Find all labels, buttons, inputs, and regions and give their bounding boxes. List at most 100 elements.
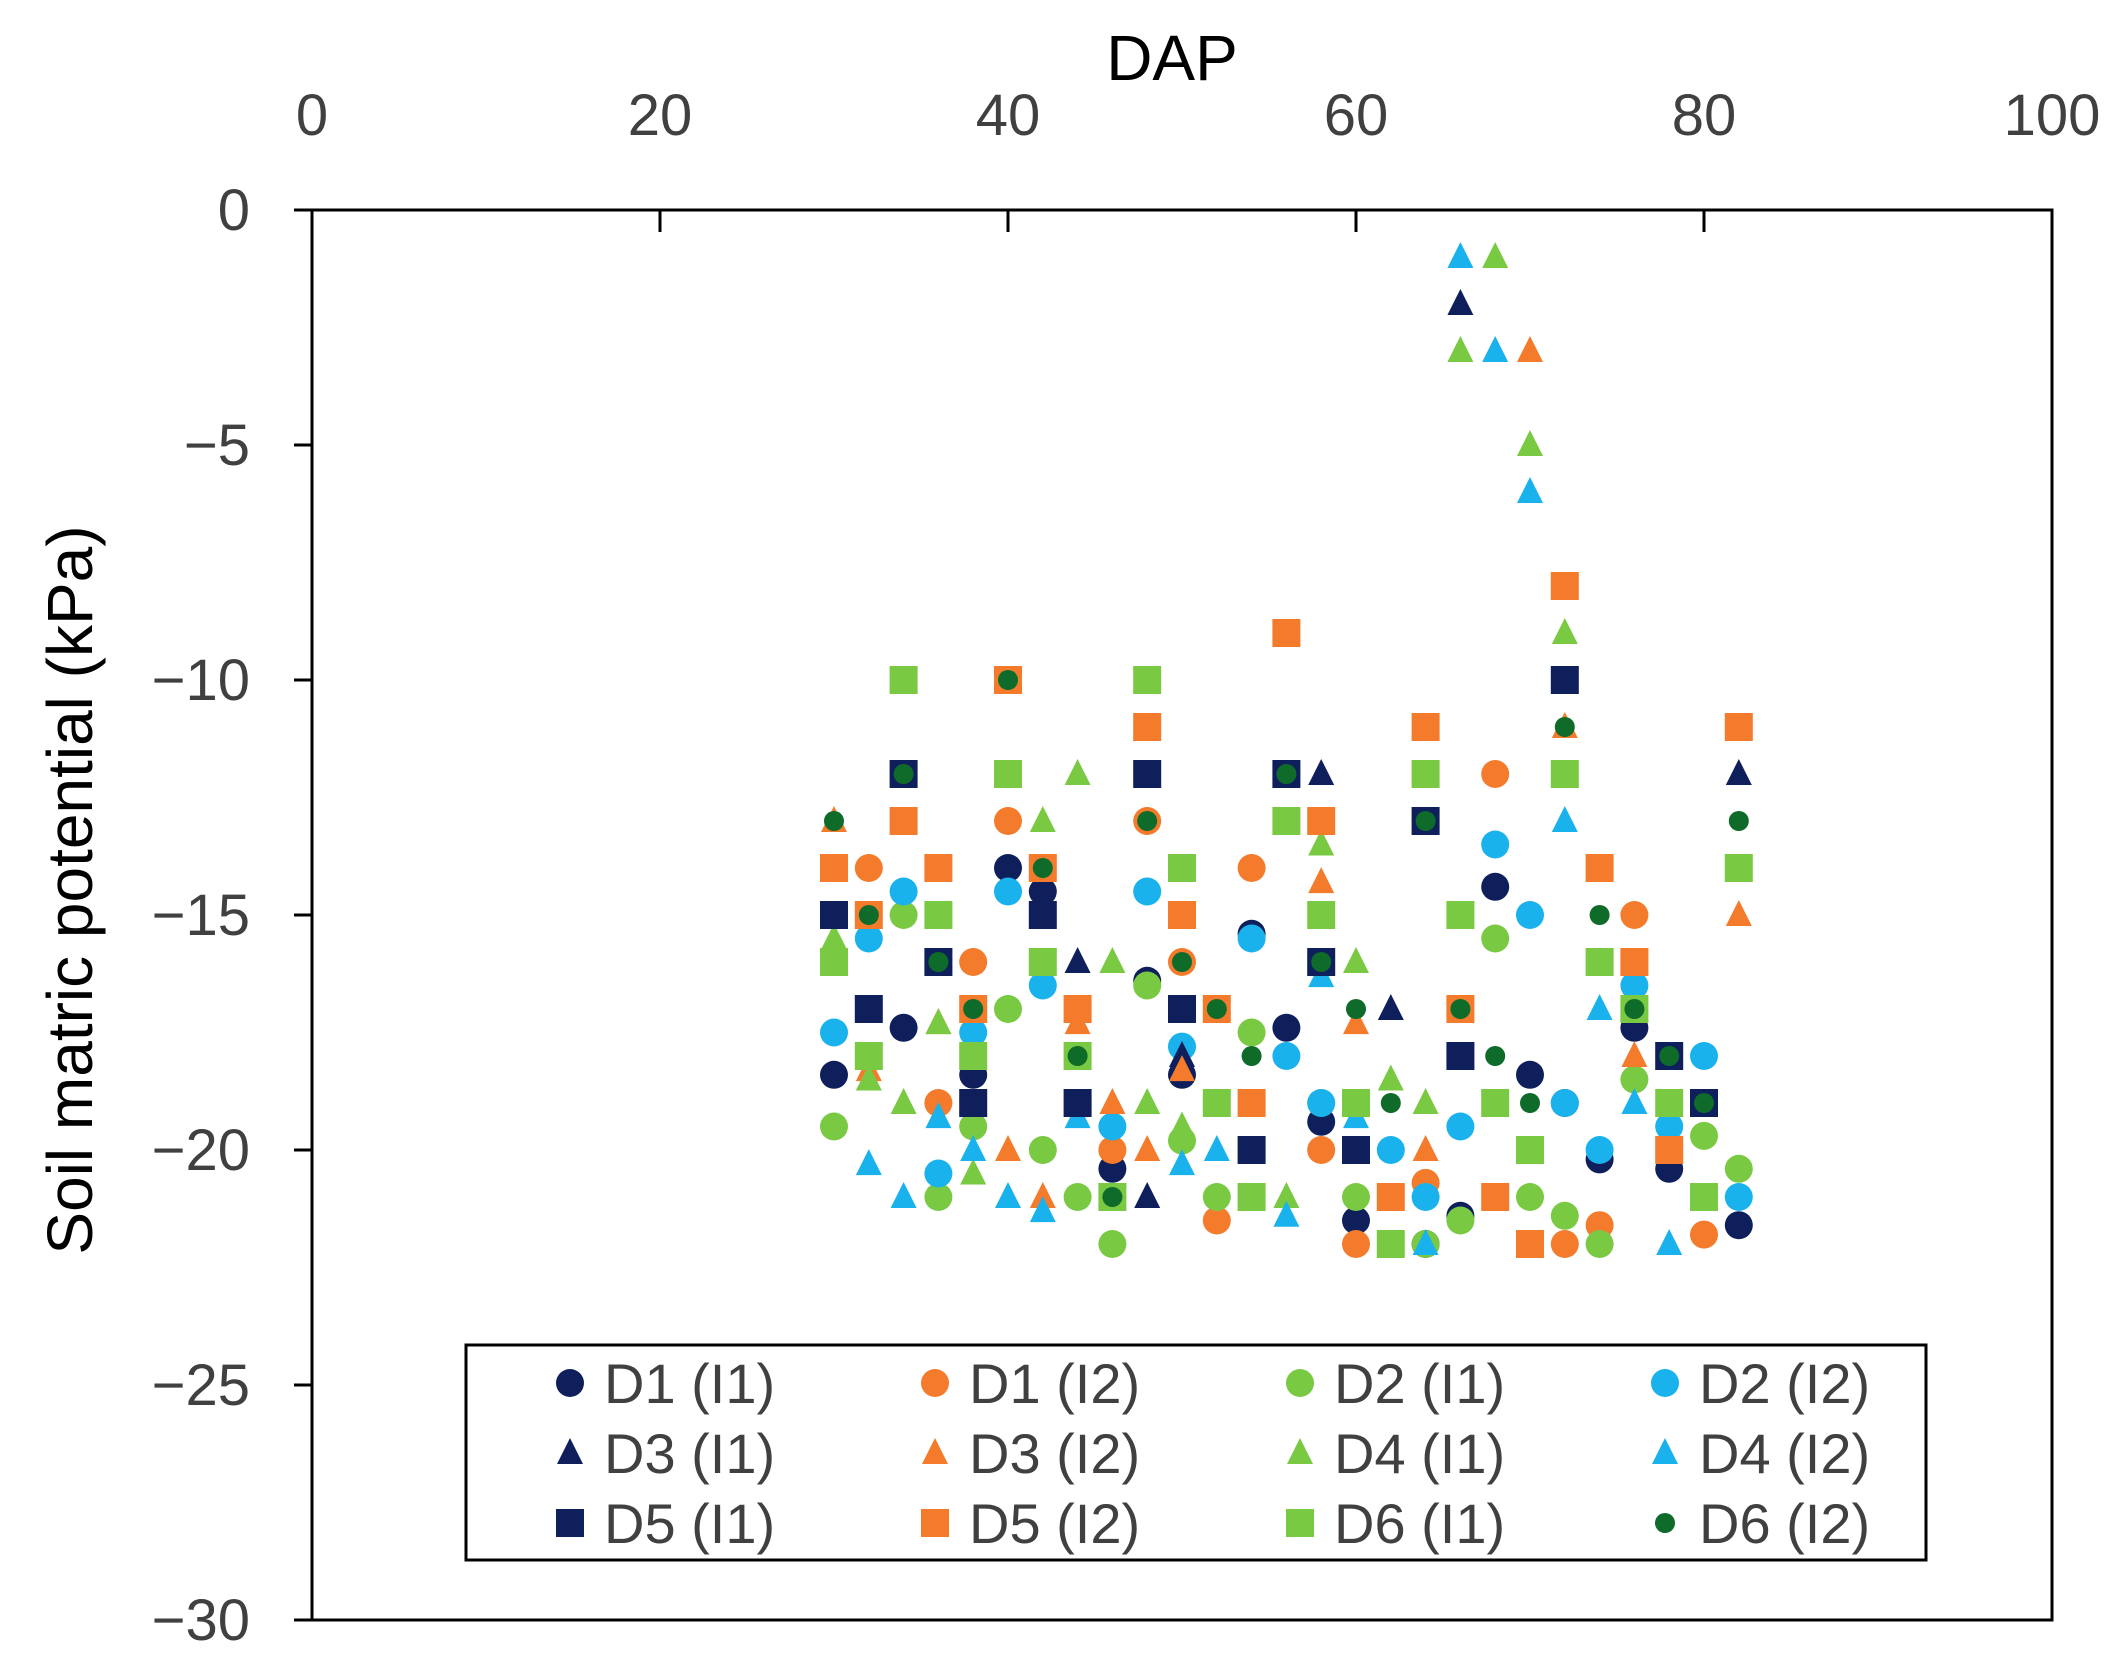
data-point (858, 905, 879, 925)
data-point (1446, 1112, 1475, 1141)
x-tick-label: 0 (296, 83, 328, 148)
data-point (1276, 764, 1297, 784)
data-point (1620, 1065, 1649, 1094)
data-point (1690, 1183, 1718, 1211)
data-point (1098, 1230, 1127, 1258)
data-point (1659, 1046, 1680, 1066)
data-point (1028, 901, 1057, 929)
data-point (854, 854, 883, 882)
data-point (1516, 1183, 1544, 1211)
data-point (1655, 1136, 1684, 1164)
data-point (924, 854, 953, 882)
data-point (925, 1102, 952, 1129)
data-point (1481, 830, 1510, 859)
legend-label: D3 (I2) (969, 1422, 1140, 1485)
data-point (1411, 760, 1440, 788)
data-point (1724, 1154, 1753, 1183)
data-point (1517, 336, 1543, 362)
data-point (820, 1060, 848, 1089)
data-point (1446, 901, 1475, 929)
data-point (1620, 971, 1649, 1000)
data-point (1307, 1089, 1336, 1117)
data-point (824, 811, 844, 831)
data-point (1481, 1183, 1510, 1211)
data-point (925, 1008, 952, 1035)
series-d2-i2- (820, 830, 1753, 1211)
data-point (960, 1135, 987, 1161)
legend-label: D2 (I2) (1699, 1352, 1870, 1415)
data-point (1585, 948, 1614, 976)
legend-label: D5 (I2) (969, 1492, 1140, 1555)
data-point (1168, 854, 1196, 882)
data-point (994, 854, 1022, 882)
data-point (1550, 666, 1579, 694)
data-point (1516, 1060, 1544, 1089)
data-point (1517, 430, 1543, 456)
data-point (1237, 924, 1266, 953)
data-point (1694, 1093, 1714, 1113)
data-point (1517, 477, 1543, 503)
data-point (1273, 1182, 1300, 1208)
data-point (1380, 1093, 1401, 1113)
data-point (1063, 995, 1092, 1023)
data-point (1028, 1136, 1057, 1164)
y-axis-title: Soil matric potential (kPa) (34, 525, 106, 1254)
data-point (1485, 1046, 1506, 1066)
data-point (1342, 1183, 1370, 1211)
data-point (1203, 1135, 1230, 1161)
data-point (1202, 1089, 1231, 1117)
data-point (1516, 1230, 1544, 1258)
data-point (1450, 999, 1471, 1019)
data-point (1241, 1046, 1262, 1066)
legend-label: D5 (I1) (604, 1492, 775, 1555)
data-point (1064, 759, 1091, 785)
legend-marker (556, 1369, 584, 1397)
data-point (1724, 854, 1753, 882)
data-point (1237, 1018, 1266, 1047)
data-point (854, 1042, 883, 1070)
data-point (889, 901, 918, 929)
data-point (1411, 713, 1440, 741)
data-point (1447, 289, 1474, 315)
legend-label: D2 (I1) (1334, 1352, 1505, 1415)
data-point (1482, 336, 1509, 362)
data-point (1620, 901, 1649, 929)
data-point (1202, 1206, 1231, 1235)
data-point (854, 995, 883, 1023)
data-point (1482, 242, 1509, 268)
data-point (1554, 717, 1575, 737)
data-point (1307, 1136, 1336, 1164)
data-point (889, 1013, 918, 1042)
data-point (1412, 1135, 1439, 1161)
data-point (1550, 760, 1579, 788)
data-point (963, 999, 984, 1019)
data-point (1655, 1112, 1684, 1141)
data-point (1099, 1088, 1126, 1114)
data-point (1134, 1088, 1161, 1114)
data-point (1550, 572, 1579, 600)
data-point (1137, 811, 1158, 831)
data-point (1724, 1211, 1753, 1240)
data-point (1134, 1135, 1161, 1161)
data-point (924, 1183, 953, 1211)
data-point (889, 807, 918, 835)
data-point (924, 1159, 953, 1188)
data-point (1376, 1230, 1405, 1258)
y-tick-label: −20 (152, 1118, 250, 1183)
data-point (1168, 901, 1196, 929)
data-point (1308, 829, 1335, 856)
data-point (1446, 1042, 1475, 1070)
data-point (820, 948, 848, 976)
axes: 0 20 40 60 80 100 0 −5 −10 −15 −20 −25 −30 (152, 83, 2101, 1653)
data-point (995, 1135, 1021, 1161)
legend: D1 (I1) D1 (I2) D2 (I1) D2 (I2) D3 (I1) D3 (I… (464, 1343, 1928, 1562)
data-point (1585, 854, 1614, 882)
legend-marker (1286, 1509, 1314, 1537)
data-point (1098, 1112, 1127, 1141)
data-point (1307, 901, 1336, 929)
data-point (1724, 1183, 1753, 1211)
data-point (1272, 1042, 1301, 1070)
legend-marker (921, 1369, 949, 1397)
data-point (1102, 1187, 1123, 1207)
data-point (928, 952, 949, 972)
